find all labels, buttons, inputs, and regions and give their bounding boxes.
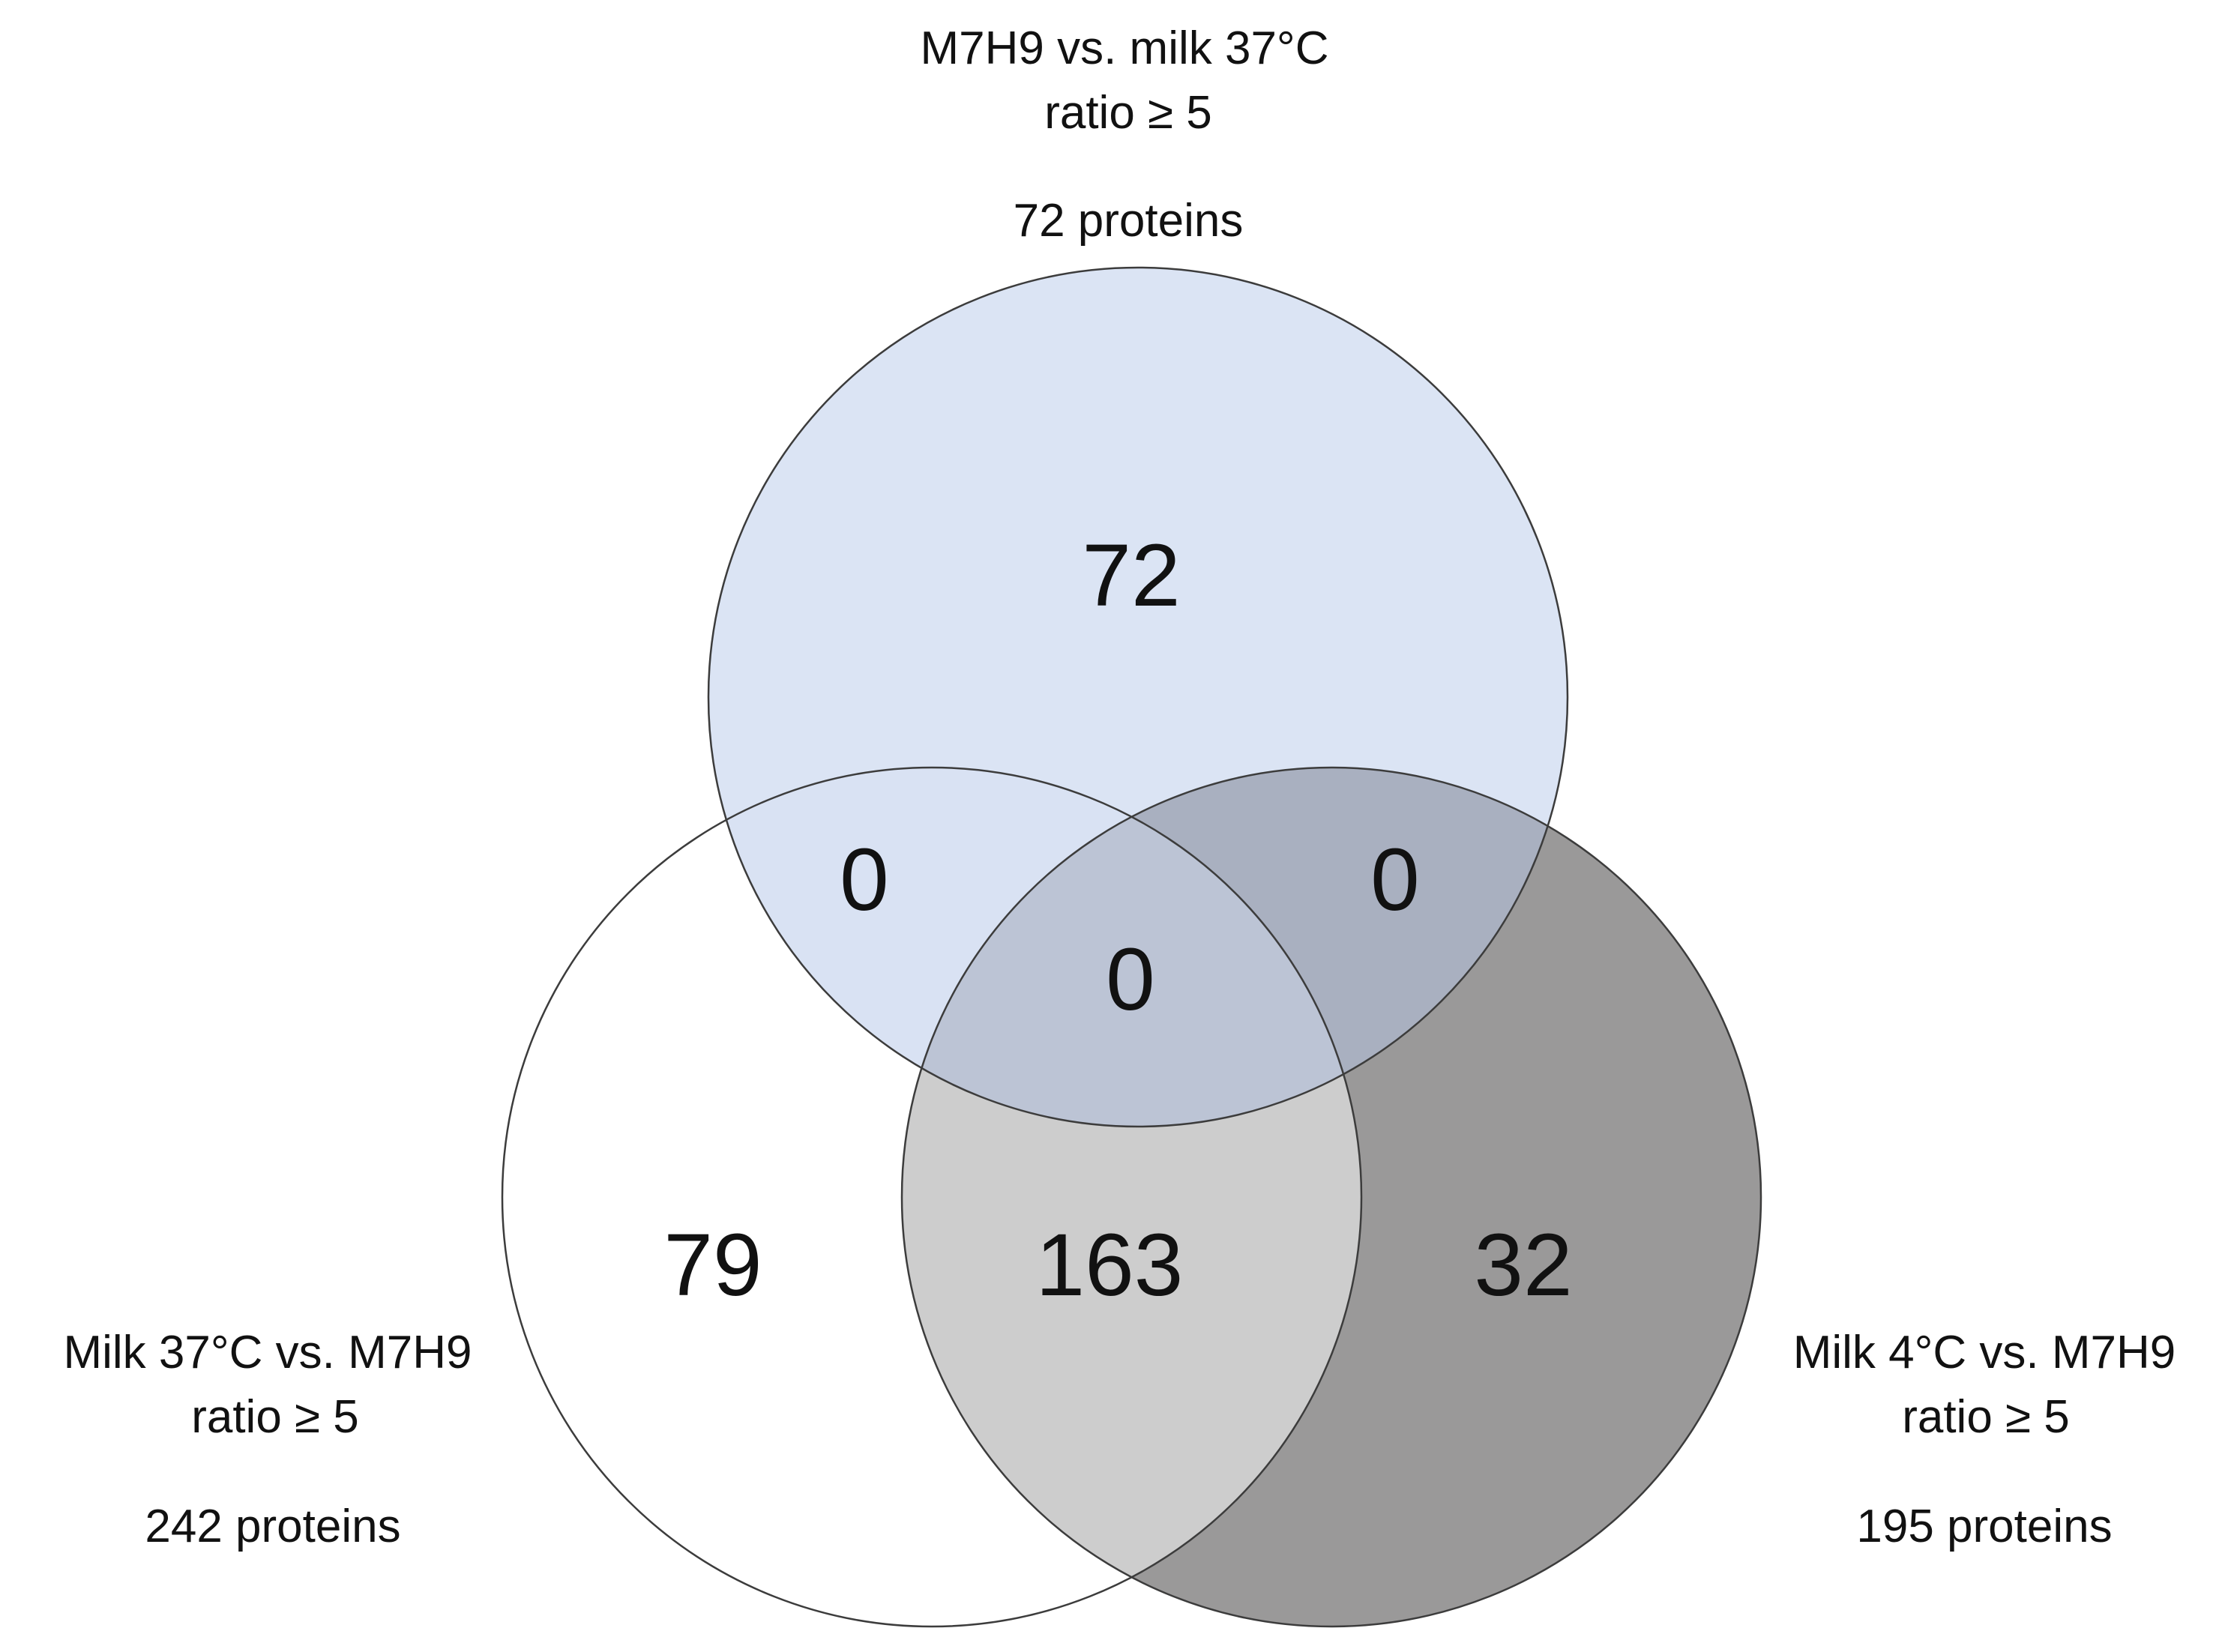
outline-milk-4c [900, 766, 1762, 1628]
count-a-only: 72 [1082, 526, 1180, 625]
count-c-only: 32 [1474, 1216, 1572, 1315]
outline-m7h9 [707, 266, 1569, 1128]
set-b-total: 242 proteins [145, 1501, 400, 1552]
set-a-total: 72 proteins [1014, 195, 1244, 247]
count-ab: 0 [840, 830, 889, 929]
count-abc: 0 [1106, 930, 1155, 1029]
count-b-only: 79 [663, 1216, 762, 1315]
outline-milk-37c [501, 766, 1363, 1628]
count-bc: 163 [1036, 1216, 1184, 1315]
set-c-total: 195 proteins [1856, 1501, 2112, 1552]
set-c-label-line2: ratio ≥ 5 [1902, 1391, 2070, 1443]
count-ac: 0 [1370, 830, 1420, 929]
set-a-label-line2: ratio ≥ 5 [1044, 87, 1212, 139]
overlap-abc-shade [902, 768, 1361, 1127]
set-c-label-line1: Milk 4°C vs. M7H9 [1793, 1327, 2176, 1378]
set-b-label-line2: ratio ≥ 5 [191, 1391, 359, 1443]
set-b-label-line1: Milk 37°C vs. M7H9 [63, 1327, 472, 1378]
set-a-label-line1: M7H9 vs. milk 37°C [920, 22, 1328, 74]
